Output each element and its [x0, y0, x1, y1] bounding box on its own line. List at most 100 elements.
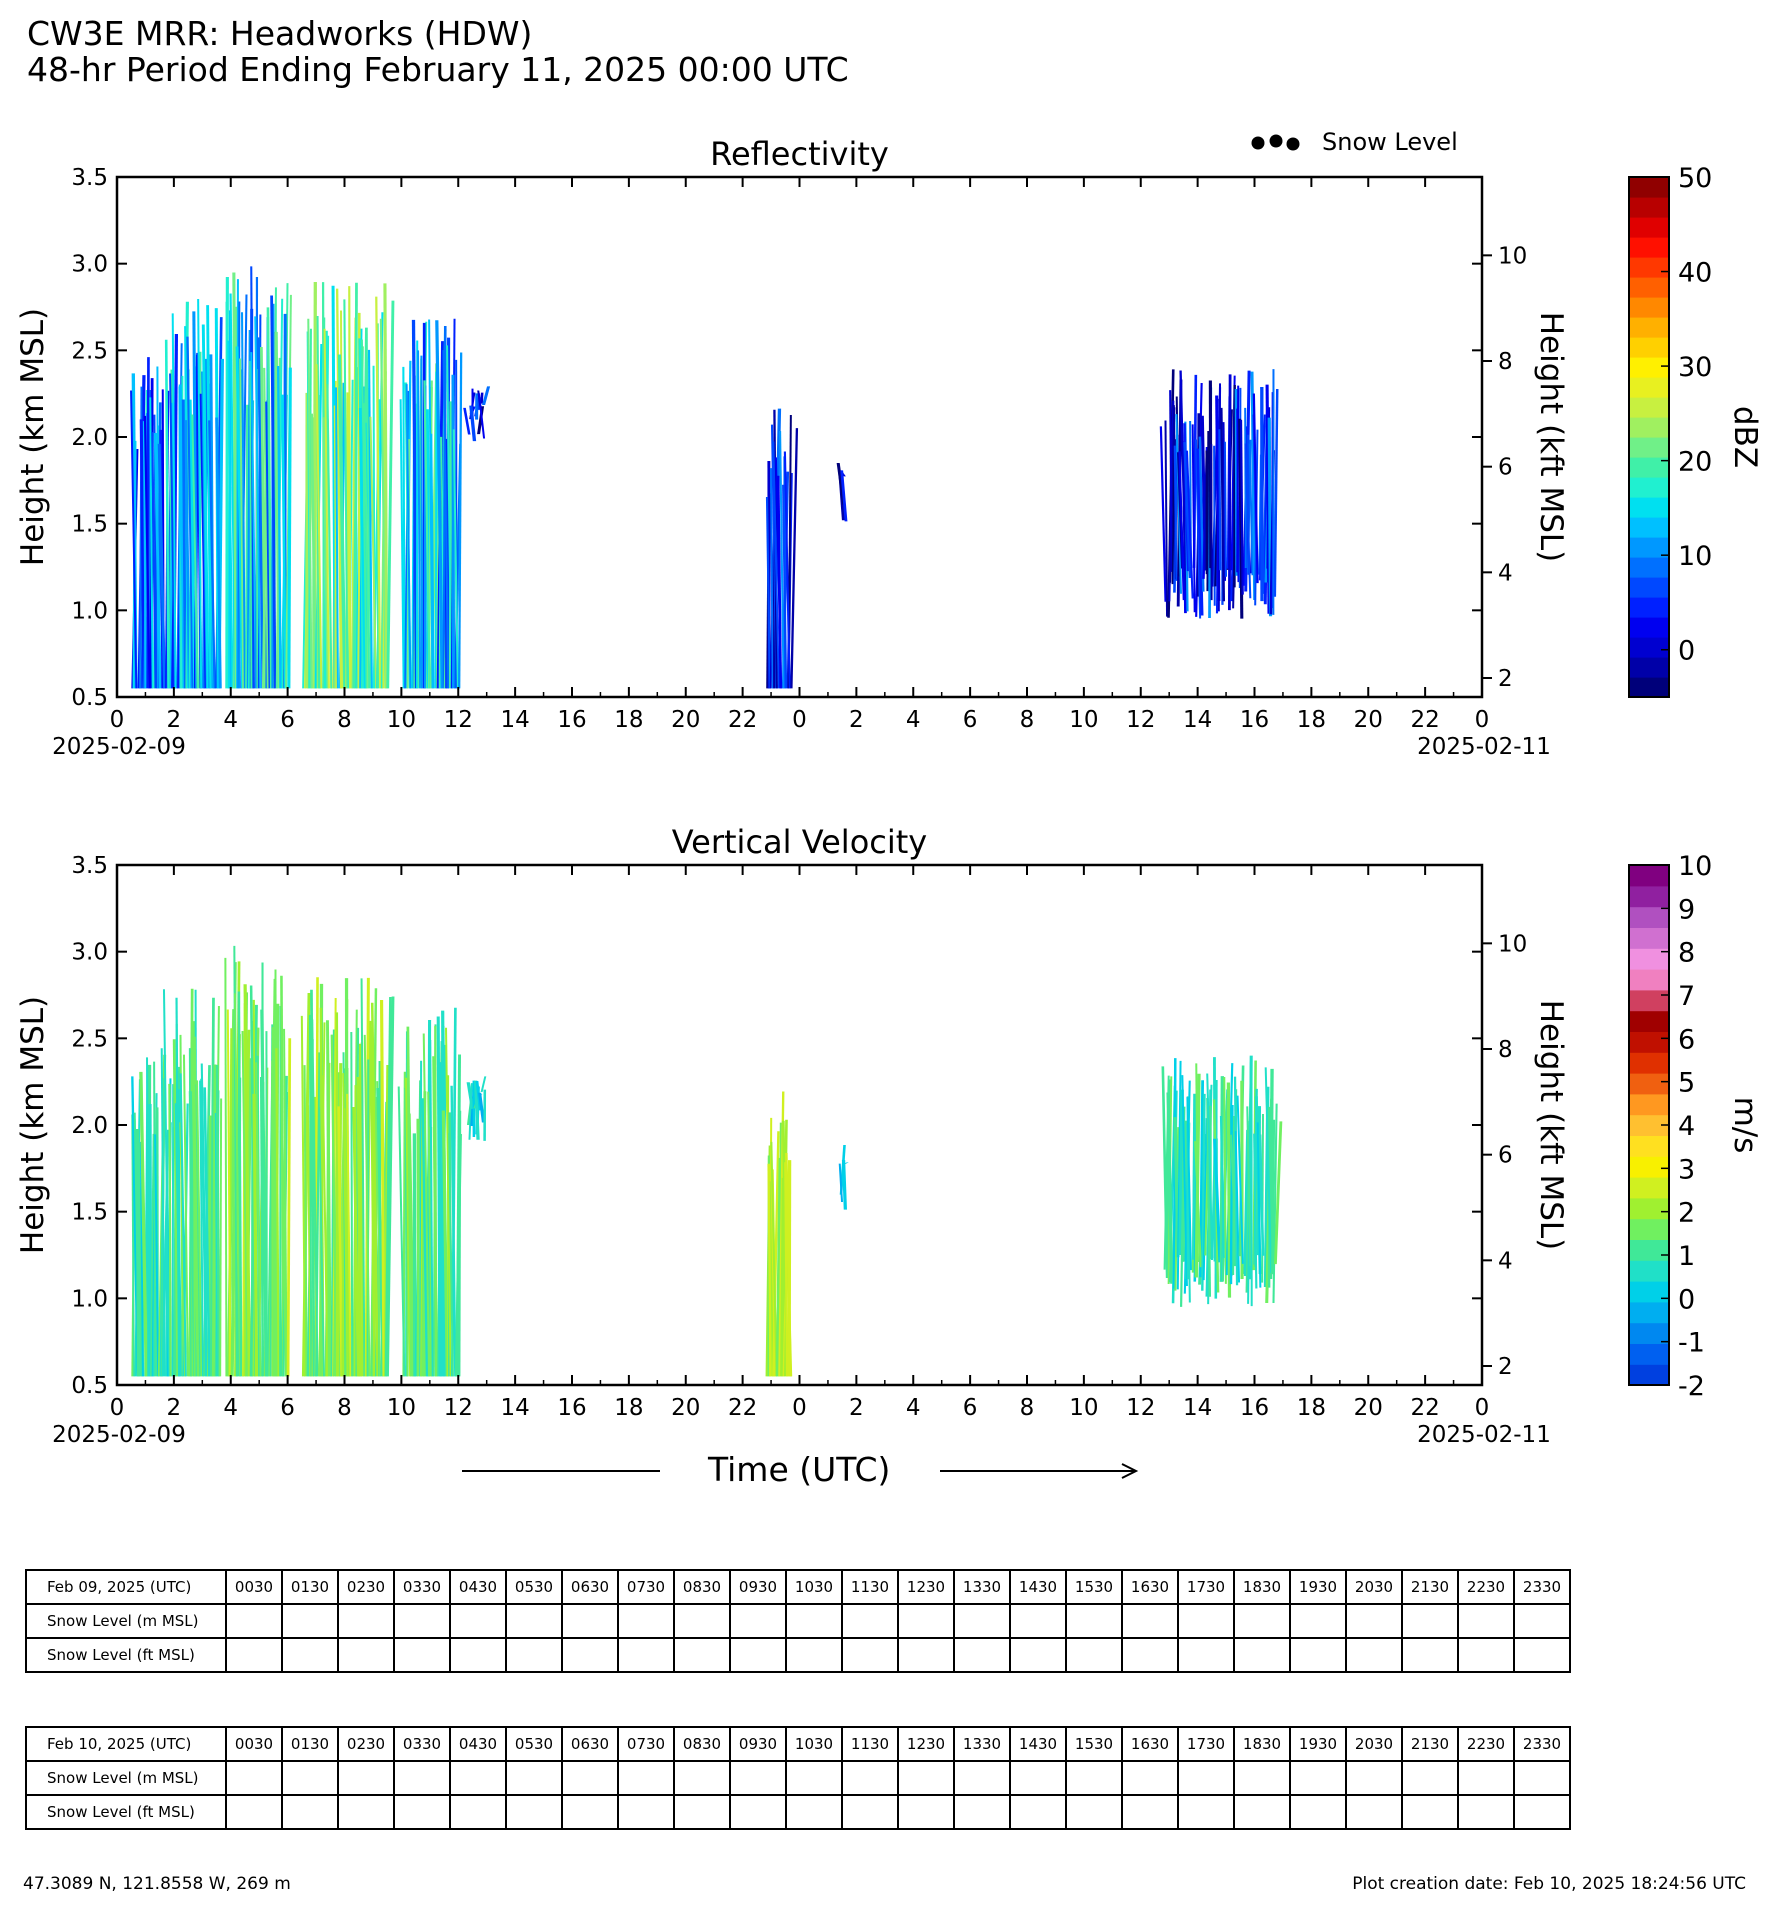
- time-header-cell: 0430: [449, 1569, 507, 1605]
- snow-level-cell: [897, 1794, 955, 1830]
- data-streak: [422, 1033, 431, 1377]
- snow-level-cell: [1233, 1637, 1291, 1673]
- x-tick-label: 6: [280, 1395, 295, 1421]
- data-streak: [326, 1027, 332, 1377]
- data-streak: [1223, 1077, 1227, 1284]
- data-streak: [162, 989, 171, 1377]
- time-header-cell: 1430: [1009, 1726, 1067, 1762]
- data-streak: [1179, 370, 1188, 591]
- time-header-cell: 0630: [561, 1726, 619, 1762]
- data-streak: [472, 1080, 476, 1138]
- data-streak: [384, 997, 392, 1377]
- data-streak: [457, 1110, 462, 1377]
- data-streak: [1258, 1134, 1265, 1256]
- data-streak: [164, 339, 170, 689]
- x-tick-label: 22: [728, 1395, 757, 1421]
- x-tick-label: 22: [728, 707, 757, 733]
- snow-level-cell: [729, 1637, 787, 1673]
- colorbar-frame: [1628, 176, 1670, 698]
- x-tick-label: 0: [792, 1395, 807, 1421]
- colorbar-segment: [1629, 1301, 1669, 1324]
- data-streak: [480, 392, 484, 404]
- time-header-cell: 1230: [897, 1726, 955, 1762]
- time-header-cell: 2030: [1345, 1726, 1403, 1762]
- data-streak: [303, 1065, 308, 1377]
- data-streak: [310, 413, 317, 689]
- data-streak: [1236, 1095, 1244, 1264]
- snow-level-cell: [1513, 1637, 1571, 1673]
- x-tick-label: 12: [1126, 1395, 1155, 1421]
- time-header-cell: 1330: [953, 1569, 1011, 1605]
- colorbar-segment: [1629, 1364, 1669, 1386]
- snow-level-table-day1: Feb 09, 2025 (UTC) 0030 0130 0230 0330 0430 0…: [25, 1569, 1571, 1673]
- data-streak: [151, 432, 157, 689]
- colorbar-tick-label: 40: [1678, 258, 1712, 289]
- colorbar-segment: [1629, 989, 1669, 1012]
- data-streak: [363, 403, 371, 689]
- colorbar-segment: [1629, 277, 1669, 298]
- x-tick-label: 4: [906, 1395, 921, 1421]
- data-streak: [1248, 443, 1254, 576]
- time-header-cell: 2330: [1513, 1569, 1571, 1605]
- x-tick-label: 12: [444, 707, 473, 733]
- snow-level-cell: [505, 1760, 563, 1796]
- data-streak: [310, 989, 316, 1377]
- data-streak: [1178, 1089, 1184, 1256]
- data-streak: [239, 358, 245, 689]
- data-streak: [442, 325, 447, 689]
- snow-level-cell: [561, 1637, 619, 1673]
- colorbar-segment: [1629, 437, 1669, 458]
- colorbar-tick-label: -2: [1678, 1371, 1705, 1402]
- snow-level-cell: [1177, 1637, 1235, 1673]
- data-streak: [174, 1103, 183, 1377]
- data-streak: [1194, 1141, 1202, 1268]
- data-streak: [767, 1163, 773, 1377]
- data-streak: [783, 451, 791, 689]
- precip-band: [765, 1091, 793, 1377]
- reflectivity-chart: Reflectivity 0.5 1.0 1.5 2.0 2.5 3.0 3.5 2 4 6 8 10 H…: [15, 135, 1763, 760]
- colorbar-segment: [1629, 1073, 1669, 1095]
- x-tick-label: 6: [963, 707, 978, 733]
- data-streak: [367, 349, 373, 689]
- snow-level-cell: [505, 1794, 563, 1830]
- data-streak: [270, 295, 277, 689]
- data-streak: [318, 1107, 325, 1377]
- data-streak: [157, 443, 167, 689]
- data-streak: [1173, 445, 1178, 581]
- time-header-cell: 0330: [393, 1726, 451, 1762]
- data-streak: [473, 1080, 480, 1140]
- data-streak: [785, 1180, 793, 1377]
- time-header-cell: 0830: [673, 1569, 731, 1605]
- data-streak: [255, 1062, 262, 1377]
- snow-level-cell: [1177, 1603, 1235, 1639]
- data-streak: [168, 1083, 172, 1377]
- colorbar-label: dBZ: [1727, 406, 1763, 468]
- snow-level-cell: [561, 1794, 619, 1830]
- time-header-cell: 0530: [505, 1726, 563, 1762]
- x-tick-label: 20: [671, 707, 700, 733]
- colorbar-segment: [1629, 557, 1669, 578]
- data-streak: [1169, 390, 1173, 572]
- data-streak: [1246, 1106, 1252, 1266]
- snow-level-cell: [1121, 1603, 1179, 1639]
- time-header-cell: 1830: [1233, 1569, 1291, 1605]
- row-label-ft: Snow Level (ft MSL): [25, 1794, 227, 1830]
- data-streak: [1250, 371, 1257, 600]
- x-tick-label: 0: [1475, 1395, 1490, 1421]
- x-tick-label: 8: [1020, 1395, 1035, 1421]
- data-streak: [450, 1085, 457, 1377]
- data-streak: [321, 1075, 329, 1377]
- colorbar-segment: [1629, 927, 1669, 949]
- data-streak: [354, 282, 358, 689]
- data-streak: [348, 286, 352, 689]
- data-streak: [287, 367, 292, 689]
- data-streak: [483, 1089, 487, 1141]
- colorbar-segment: [1629, 457, 1669, 478]
- data-streak: [308, 1014, 313, 1377]
- y2-axis-label: Height (kft MSL): [1533, 312, 1569, 563]
- colorbar-segment: [1629, 377, 1669, 398]
- table-header-row: Feb 10, 2025 (UTC) 0030 0130 0230 0330 0430 0…: [25, 1726, 1571, 1762]
- y-tick-label: 1.5: [71, 1200, 108, 1226]
- time-header-cell: 0030: [225, 1569, 283, 1605]
- time-header-cell: 0330: [393, 1569, 451, 1605]
